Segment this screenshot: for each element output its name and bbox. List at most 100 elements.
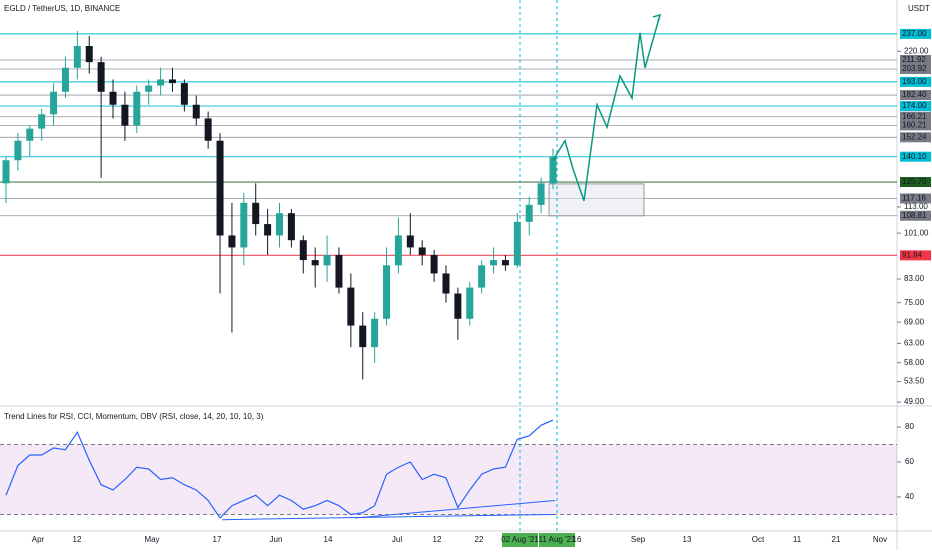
zone-box	[548, 183, 645, 217]
candle-body	[478, 265, 486, 288]
level-label-bg	[900, 210, 931, 221]
candle-body	[406, 235, 414, 248]
candle-body	[216, 140, 224, 236]
candle-body	[501, 260, 509, 266]
candle-body	[145, 85, 153, 92]
x-tick-label: 22	[475, 535, 484, 544]
level-label-bg	[900, 90, 931, 101]
candle-body	[14, 140, 22, 161]
y-tick-label: 58.00	[904, 358, 925, 367]
x-tick-label: Oct	[752, 535, 765, 544]
y-tick-label: 69.00	[904, 317, 925, 326]
y-tick-label: 63.00	[904, 339, 925, 348]
trend-line	[221, 513, 556, 521]
level-label-bg	[900, 64, 931, 75]
candle-body	[97, 62, 105, 92]
level-label-bg	[900, 250, 931, 261]
x-tick-label: 14	[324, 535, 333, 544]
level-label-bg	[900, 132, 931, 143]
candle-body	[394, 235, 402, 266]
x-tick-label: 21	[832, 535, 841, 544]
x-tick-label: Jun	[270, 535, 283, 544]
level-label: 125.70	[902, 177, 927, 186]
candle-body	[228, 235, 236, 248]
level-label: 160.21	[902, 120, 927, 129]
y-tick-label: 220.00	[904, 46, 929, 55]
candle-body	[85, 46, 93, 63]
candle-body	[335, 254, 343, 288]
y-tick-label: 49.00	[904, 397, 925, 406]
candle-body	[121, 104, 129, 126]
candle-body	[276, 213, 283, 236]
candle-body	[240, 202, 248, 248]
level-label: 166.21	[902, 112, 927, 121]
candle-body	[371, 318, 379, 348]
candle-body	[192, 104, 200, 119]
candle-body	[454, 293, 462, 319]
y-tick-label: 80	[905, 422, 914, 431]
y-tick-label: 60	[905, 457, 914, 466]
candle-body	[133, 91, 141, 126]
x-tick-label: 02 Aug '21	[501, 535, 539, 544]
y-tick-label: 83.00	[904, 274, 925, 283]
level-label: 174.00	[902, 101, 927, 110]
candle-body	[168, 79, 176, 84]
x-tick-label: 11	[793, 535, 802, 544]
x-tick-label: Jul	[392, 535, 402, 544]
projection-line	[552, 14, 661, 202]
candle-body	[513, 221, 521, 266]
level-label: 237.00	[902, 29, 927, 38]
level-label-bg	[900, 151, 931, 162]
candle-body	[26, 128, 34, 141]
x-tick-label: 16	[573, 535, 582, 544]
indicator-title: Trend Lines for RSI, CCI, Momentum, OBV …	[4, 412, 264, 421]
trend-line	[354, 499, 556, 519]
candle-body	[525, 204, 533, 222]
level-label-bg	[900, 111, 931, 122]
level-label: 182.40	[902, 90, 927, 99]
candle-body	[252, 202, 260, 225]
unit-label: USDT	[908, 4, 930, 13]
x-tick-label: Nov	[873, 535, 887, 544]
rsi-band	[0, 444, 897, 515]
candle-body	[287, 213, 295, 241]
candle-body	[430, 254, 438, 274]
candle-body	[204, 118, 212, 141]
candle-body	[73, 46, 81, 68]
level-label: 193.00	[902, 77, 927, 86]
candle-body	[383, 265, 391, 319]
candle-body	[50, 91, 58, 115]
candle-body	[157, 79, 165, 86]
candle-body	[442, 273, 450, 294]
level-label-bg	[900, 101, 931, 112]
level-label: 117.16	[902, 194, 926, 203]
level-label: 108.81	[902, 211, 927, 220]
candle-body	[537, 183, 545, 205]
candle-body	[418, 247, 426, 255]
y-tick-label: 40	[905, 492, 914, 501]
y-tick-label: 113.00	[904, 202, 928, 211]
x-tick-label: 11 Aug '21	[539, 535, 577, 544]
level-label: 140.10	[902, 152, 927, 161]
chart-title: EGLD / TetherUS, 1D, BINANCE	[4, 4, 120, 13]
candle-body	[490, 260, 498, 266]
x-tick-label: 12	[433, 535, 442, 544]
candle-body	[311, 260, 319, 266]
candle-body	[38, 114, 46, 129]
level-label-bg	[900, 55, 931, 66]
candle-body	[180, 83, 188, 105]
y-tick-label: 101.00	[904, 228, 929, 237]
x-tick-label: May	[144, 535, 159, 544]
level-label-bg	[900, 28, 931, 39]
y-tick-label: 75.00	[904, 298, 925, 307]
x-tick-label: 12	[73, 535, 82, 544]
x-tick-label: Sep	[631, 535, 646, 544]
candle-body	[549, 156, 557, 184]
candle-body	[299, 240, 307, 261]
candle-body	[347, 287, 355, 326]
level-label-bg	[900, 177, 931, 188]
level-label: 91.84	[902, 250, 923, 259]
candle-body	[109, 91, 117, 105]
level-label: 152.24	[902, 132, 927, 141]
